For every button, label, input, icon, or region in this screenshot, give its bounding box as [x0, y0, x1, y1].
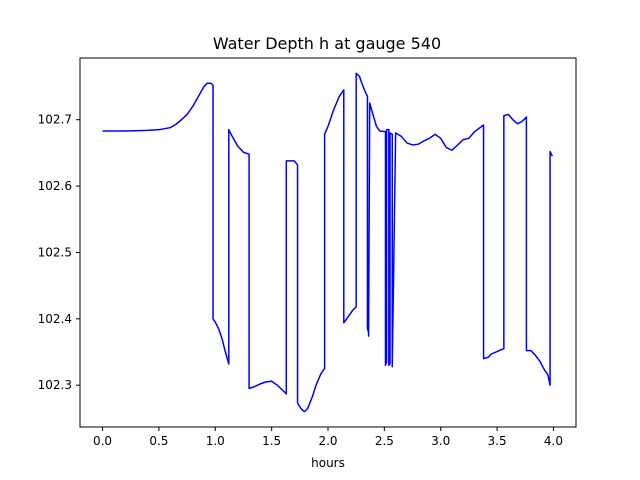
y-axis: 102.3 102.4 102.5 102.6 102.7	[38, 113, 80, 392]
y-tick-label: 102.4	[38, 312, 72, 326]
plot-frame	[79, 57, 577, 428]
y-tick-label: 102.6	[38, 179, 72, 193]
x-tick-label: 4.0	[544, 434, 563, 448]
x-tick-label: 1.5	[262, 434, 281, 448]
series-layer	[102, 72, 554, 413]
x-tick-label: 3.5	[488, 434, 507, 448]
chart-title: Water Depth h at gauge 540	[213, 34, 441, 53]
x-tick-label: 0.0	[93, 434, 112, 448]
x-tick-label: 2.0	[318, 434, 337, 448]
y-tick-label: 102.5	[38, 245, 72, 259]
x-axis: 0.0 0.5 1.0 1.5 2.0 2.5 3.0 3.5 4.0	[93, 427, 563, 448]
x-axis-label: hours	[311, 456, 345, 470]
x-tick-label: 1.0	[206, 434, 225, 448]
x-tick-label: 2.5	[375, 434, 394, 448]
y-tick-label: 102.7	[38, 113, 72, 127]
x-tick-label: 0.5	[149, 434, 168, 448]
series-line	[102, 72, 554, 413]
y-tick-label: 102.3	[38, 378, 72, 392]
x-tick-label: 3.0	[431, 434, 450, 448]
